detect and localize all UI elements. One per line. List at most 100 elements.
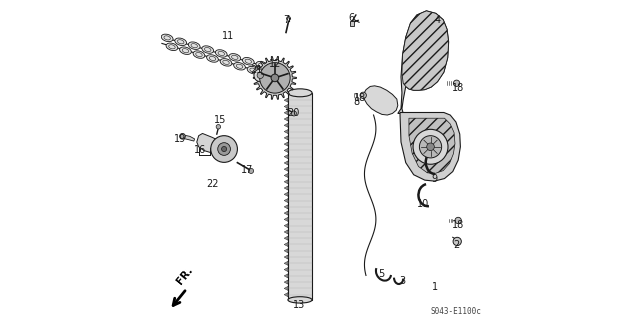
Ellipse shape (202, 46, 214, 53)
Text: 10: 10 (417, 199, 429, 209)
Circle shape (257, 72, 264, 78)
Polygon shape (284, 130, 288, 134)
Circle shape (180, 133, 186, 139)
Polygon shape (284, 161, 288, 165)
Polygon shape (181, 135, 195, 141)
Text: 16: 16 (194, 145, 206, 155)
Circle shape (248, 168, 253, 174)
Polygon shape (400, 113, 460, 181)
Circle shape (291, 111, 296, 116)
Text: 5: 5 (378, 270, 385, 279)
Polygon shape (284, 280, 288, 284)
Circle shape (427, 143, 435, 151)
Polygon shape (284, 217, 288, 221)
Polygon shape (284, 174, 288, 178)
Circle shape (455, 217, 461, 224)
Text: 8: 8 (354, 97, 360, 107)
Text: 17: 17 (241, 165, 254, 175)
Polygon shape (284, 211, 288, 215)
Polygon shape (284, 249, 288, 253)
Polygon shape (284, 111, 288, 115)
Text: 21: 21 (250, 65, 262, 75)
Ellipse shape (175, 38, 187, 46)
Polygon shape (284, 242, 288, 247)
Polygon shape (284, 230, 288, 234)
Text: 12: 12 (269, 59, 281, 69)
Polygon shape (284, 142, 288, 146)
Polygon shape (284, 192, 288, 196)
Ellipse shape (288, 297, 312, 303)
Ellipse shape (188, 42, 200, 49)
Text: 18: 18 (452, 83, 464, 93)
Polygon shape (284, 236, 288, 240)
Ellipse shape (243, 57, 254, 65)
Ellipse shape (256, 61, 268, 69)
Polygon shape (284, 286, 288, 290)
Text: 13: 13 (293, 300, 305, 310)
Text: FR.: FR. (175, 265, 195, 286)
Text: 2: 2 (454, 240, 460, 250)
Polygon shape (288, 93, 312, 300)
Text: S043-E1100c: S043-E1100c (431, 307, 481, 316)
Text: 9: 9 (431, 174, 437, 183)
Text: 15: 15 (214, 115, 226, 125)
Text: 11: 11 (223, 31, 235, 41)
Polygon shape (284, 205, 288, 209)
Polygon shape (284, 255, 288, 259)
Ellipse shape (216, 50, 227, 57)
Polygon shape (284, 155, 288, 159)
Circle shape (211, 136, 237, 162)
Polygon shape (284, 198, 288, 203)
Text: 1: 1 (432, 282, 438, 292)
Polygon shape (284, 98, 288, 102)
Text: 18: 18 (353, 93, 366, 103)
Ellipse shape (234, 63, 245, 70)
Polygon shape (196, 133, 223, 153)
Text: 3: 3 (399, 276, 405, 286)
Polygon shape (284, 104, 288, 108)
Polygon shape (284, 117, 288, 121)
Polygon shape (253, 56, 296, 99)
Ellipse shape (288, 89, 312, 97)
Ellipse shape (161, 34, 173, 42)
Polygon shape (284, 123, 288, 127)
Text: 4: 4 (435, 15, 440, 25)
Polygon shape (402, 11, 449, 90)
Circle shape (221, 146, 227, 152)
Text: 6: 6 (348, 13, 354, 23)
Circle shape (453, 80, 460, 86)
Text: 22: 22 (206, 179, 219, 189)
Ellipse shape (247, 66, 259, 74)
Polygon shape (364, 86, 398, 115)
Circle shape (271, 74, 278, 82)
Circle shape (413, 129, 448, 164)
Circle shape (419, 136, 442, 158)
Polygon shape (409, 118, 455, 174)
Polygon shape (284, 136, 288, 140)
Ellipse shape (193, 51, 205, 58)
Polygon shape (284, 274, 288, 278)
Polygon shape (284, 224, 288, 228)
Ellipse shape (229, 54, 241, 61)
Polygon shape (284, 167, 288, 171)
Circle shape (260, 63, 290, 93)
Polygon shape (349, 21, 355, 26)
Ellipse shape (220, 59, 232, 66)
Polygon shape (284, 293, 288, 297)
Circle shape (360, 92, 366, 99)
Circle shape (453, 237, 461, 246)
Ellipse shape (180, 47, 191, 55)
Circle shape (216, 124, 221, 129)
Text: 19: 19 (173, 134, 186, 144)
Circle shape (218, 143, 230, 155)
Text: 7: 7 (284, 15, 290, 25)
Polygon shape (398, 11, 449, 114)
Polygon shape (284, 180, 288, 184)
Ellipse shape (166, 43, 178, 50)
Ellipse shape (207, 55, 218, 62)
Polygon shape (284, 261, 288, 265)
Circle shape (254, 69, 267, 82)
Polygon shape (284, 268, 288, 271)
Text: 20: 20 (287, 108, 299, 118)
Text: 18: 18 (452, 219, 464, 230)
